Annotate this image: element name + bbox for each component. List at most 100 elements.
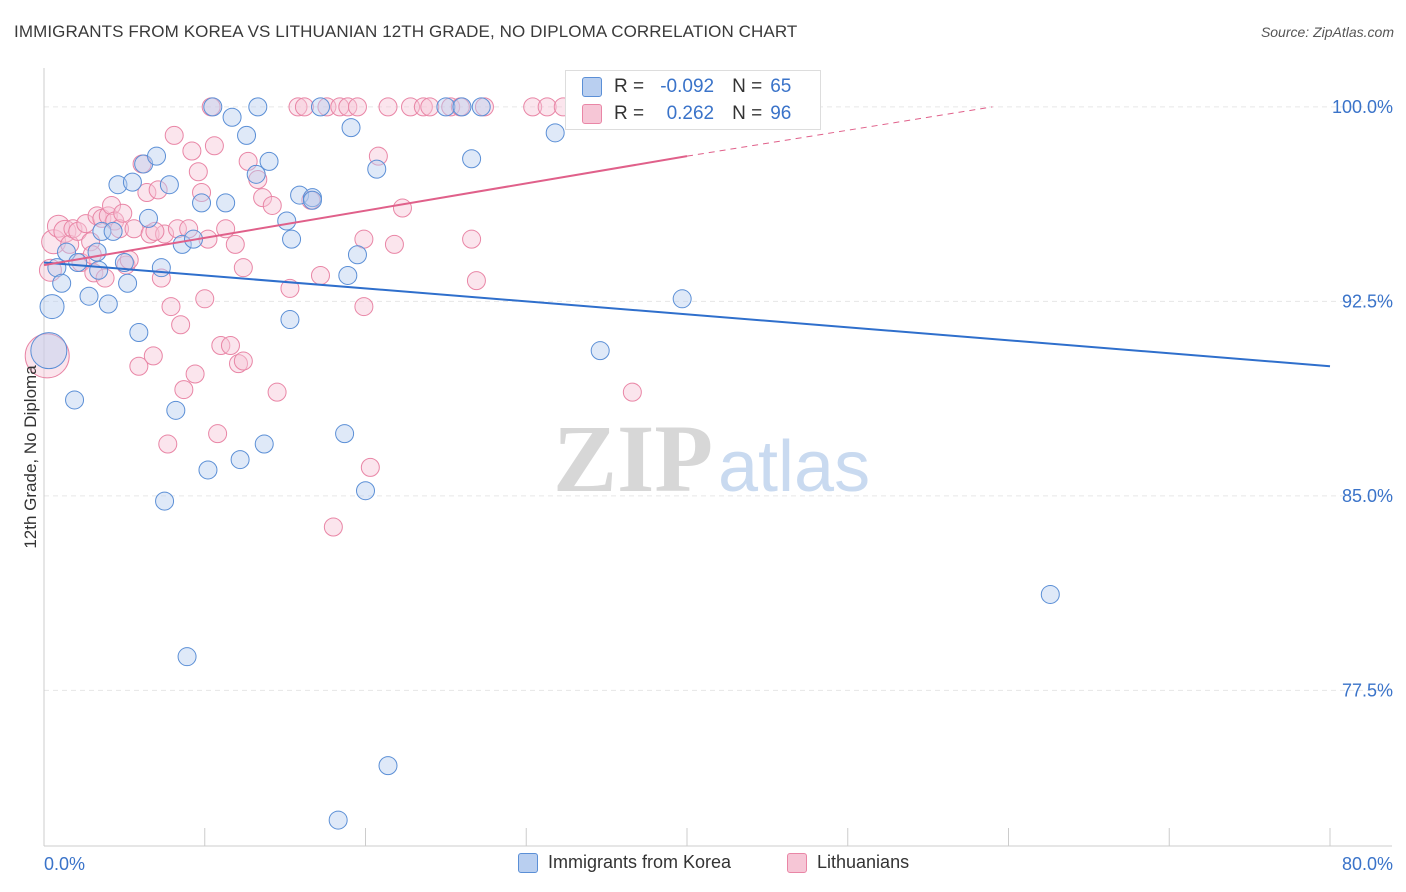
stats-row-korea: R = -0.092 N = 65	[582, 74, 791, 100]
korea-point	[378, 756, 398, 776]
lithuanians-point	[622, 382, 642, 402]
legend-label-korea: Immigrants from Korea	[548, 852, 732, 872]
korea-point	[310, 97, 330, 117]
korea-point	[79, 286, 99, 306]
lithuanians-point	[204, 136, 224, 156]
korea-point	[590, 341, 610, 361]
chart-source: Source: ZipAtlas.com	[1260, 24, 1394, 40]
korea-point	[155, 491, 175, 511]
legend-swatch-korea	[518, 852, 538, 873]
n-label: N =	[732, 76, 763, 97]
korea-point	[248, 97, 268, 117]
lithuanians-points	[24, 97, 665, 537]
watermark-zip: ZIP	[553, 405, 713, 512]
korea-point	[68, 253, 88, 272]
lithuanians-point	[102, 195, 122, 215]
n-value-lithuanians: 96	[770, 103, 792, 124]
korea-point	[254, 434, 274, 454]
legend-item-lithuanians[interactable]: Lithuanians	[787, 852, 909, 873]
lithuanians-point	[68, 221, 88, 241]
r-label: R =	[614, 103, 645, 124]
korea-point	[122, 172, 142, 192]
korea-point	[237, 125, 257, 145]
korea-trend-line	[43, 261, 1331, 368]
korea-point	[151, 258, 171, 278]
y-axis-title: 12th Grade, No Diploma	[21, 365, 40, 549]
korea-point	[114, 253, 134, 272]
lithuanians-point	[148, 180, 168, 200]
korea-point	[341, 118, 361, 138]
lithuanians-point	[164, 125, 184, 145]
lithuanians-swatch	[582, 104, 602, 124]
lithuanians-point	[523, 97, 543, 117]
korea-point	[129, 323, 149, 343]
lithuanians-point	[378, 97, 398, 117]
korea-point	[192, 193, 212, 213]
lithuanians-point	[161, 297, 181, 317]
lithuanians-point	[24, 333, 70, 379]
lithuanians-point	[462, 229, 482, 249]
lithuanians-point	[267, 382, 287, 402]
lithuanians-point	[384, 234, 404, 254]
grid-lines	[44, 106, 1392, 691]
korea-point	[282, 229, 302, 249]
korea-point	[203, 97, 223, 117]
lithuanians-point	[174, 380, 194, 400]
n-label: N =	[732, 103, 763, 124]
korea-point	[92, 221, 112, 241]
legend-label-lithuanians: Lithuanians	[817, 852, 910, 872]
korea-point	[103, 221, 123, 241]
korea-point	[302, 190, 322, 210]
axis-labels: 77.5% 85.0% 92.5% 100.0% 0.0% 80.0% 12th Grade…	[21, 97, 1393, 874]
lithuanians-point	[392, 198, 412, 218]
korea-point	[216, 193, 236, 213]
korea-point	[356, 481, 375, 501]
lithuanians-point	[225, 234, 245, 254]
lithuanians-point	[140, 224, 160, 244]
korea-point	[87, 242, 107, 262]
korea-point	[89, 260, 109, 280]
korea-points	[30, 97, 1060, 830]
lithuanians-point	[143, 346, 163, 366]
korea-point	[65, 390, 85, 410]
korea-point	[147, 146, 167, 166]
korea-point	[452, 97, 472, 117]
lithuanians-point	[87, 206, 107, 226]
lithuanians-point	[354, 297, 374, 317]
lithuanians-point	[420, 97, 440, 117]
lithuanians-point	[158, 434, 178, 454]
lithuanians-point	[233, 258, 253, 278]
lithuanians-point	[229, 354, 249, 374]
korea-point	[177, 647, 197, 667]
lithuanians-point	[310, 265, 330, 285]
lithuanians-point	[188, 162, 208, 182]
lithuanians-point	[63, 219, 83, 239]
lithuanians-point	[167, 219, 187, 239]
lithuanians-point	[185, 364, 205, 384]
korea-point	[166, 400, 186, 420]
correlation-stats-box: R = -0.092 N = 65 R = 0.262 N = 96	[565, 70, 821, 130]
korea-point	[280, 310, 300, 330]
lithuanians-point	[233, 351, 253, 371]
lithuanians-point	[294, 97, 314, 117]
y-tick-label: 92.5%	[1342, 291, 1393, 311]
korea-swatch	[582, 77, 602, 97]
korea-point	[277, 211, 297, 231]
korea-point	[98, 294, 118, 314]
korea-point	[108, 175, 128, 195]
y-tick-label: 77.5%	[1342, 680, 1393, 700]
korea-point	[52, 273, 72, 293]
lithuanians-point	[171, 315, 191, 335]
r-value-lithuanians: 0.262	[666, 103, 715, 124]
lithuanians-point	[413, 97, 433, 117]
korea-point	[335, 424, 355, 444]
korea-point	[118, 273, 138, 293]
lithuanians-point	[220, 335, 240, 355]
legend-swatch-lithuanians	[787, 852, 807, 873]
legend-item-korea[interactable]: Immigrants from Korea	[518, 852, 731, 873]
trend-lines	[43, 106, 1331, 368]
lithuanians-point	[192, 182, 212, 202]
stats-row-lithuanians: R = 0.262 N = 96	[582, 101, 791, 127]
lithuanians-point	[253, 188, 273, 208]
